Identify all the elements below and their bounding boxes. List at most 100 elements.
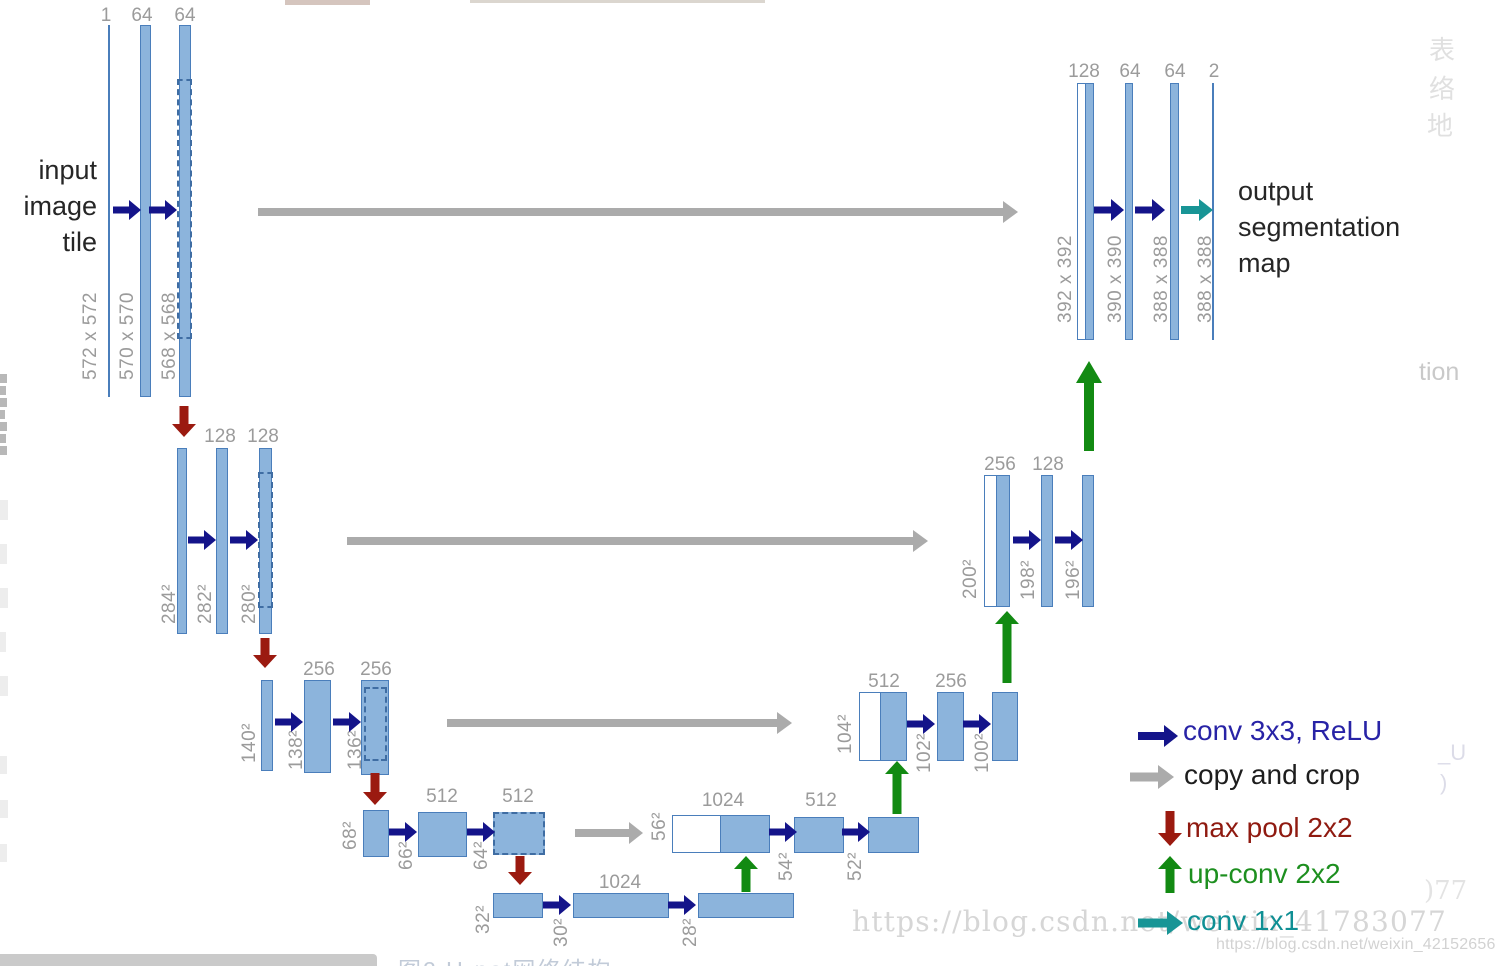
feature-map-box (418, 812, 467, 857)
conv-arrow (113, 200, 141, 220)
size-label: 280² (239, 584, 260, 625)
size-label: 200² (960, 559, 981, 600)
channel-label: 128 (204, 426, 236, 447)
conv-arrow (230, 530, 258, 550)
size-label: 284² (159, 584, 180, 625)
feature-map-bar (1170, 83, 1179, 340)
right-edge-char: 表 (1429, 35, 1456, 65)
output-map-bar (1212, 83, 1214, 340)
size-label: 390 x 390 (1105, 235, 1126, 323)
copy-and-crop-arrow (575, 823, 643, 842)
concat-feature-box (859, 692, 907, 761)
output-segmentation-map-label: output segmentation map (1238, 176, 1401, 278)
legend-conv1x1-arrow (1138, 911, 1183, 935)
feature-map-box (493, 893, 543, 918)
ghost-text: _U (1438, 740, 1467, 765)
channel-label: 1024 (598, 872, 642, 893)
conv-arrow (1013, 530, 1041, 550)
feature-map-bar (261, 680, 273, 771)
feature-map-box (937, 692, 964, 761)
right-edge-char: 地 (1427, 111, 1454, 141)
size-label: 140² (239, 723, 260, 764)
upconv-half (880, 692, 907, 761)
size-label: 66² (396, 841, 417, 870)
concat-feature-box (672, 815, 770, 853)
legend-label-conv1x1: conv 1x1 (1187, 905, 1300, 936)
watermark-small: https://blog.csdn.net/weixin_42152656 (1216, 936, 1496, 953)
conv-arrow (333, 712, 361, 732)
size-label: 570 x 570 (117, 292, 138, 380)
left-edge-artifact-faint (0, 500, 8, 862)
feature-map-bar (216, 448, 228, 634)
size-label: 388 x 388 (1151, 235, 1172, 323)
feature-map-box (794, 817, 844, 853)
channel-label: 64 (174, 5, 196, 26)
legend-label-upconv: up-conv 2x2 (1188, 858, 1341, 889)
size-label: 52² (845, 852, 866, 881)
size-label: 64² (471, 841, 492, 870)
legend-conv-arrow (1138, 725, 1178, 747)
concat-feature-bar (1077, 83, 1094, 340)
concat-feature-bar (984, 475, 1010, 607)
size-label: 32² (473, 905, 494, 934)
input-image-tile-label: input image tile (23, 155, 97, 257)
channel-label: 64 (131, 5, 153, 26)
upconv-half (996, 475, 1010, 607)
channel-label: 256 (303, 659, 335, 680)
size-label: 138² (286, 730, 307, 771)
left-edge-artifact (0, 374, 7, 455)
conv-arrow (963, 714, 991, 734)
copy-and-crop-arrow (347, 531, 928, 550)
ghost-text: )77 (1424, 876, 1468, 906)
up-conv-arrow (734, 856, 758, 892)
size-label: 198² (1018, 560, 1039, 601)
size-label: 572 x 572 (80, 292, 101, 380)
legend-upconv-arrow (1157, 856, 1183, 893)
conv-arrow (1094, 199, 1124, 221)
conv-arrow (1135, 199, 1165, 221)
channel-label: 1 (100, 5, 112, 26)
max-pool-arrow (364, 773, 386, 805)
size-label: 100² (972, 733, 993, 774)
figure-caption: 图2 U-net网络结构 (398, 951, 612, 966)
conv-arrow (188, 530, 216, 550)
channel-label: 512 (426, 786, 458, 807)
up-conv-arrow (885, 761, 909, 814)
conv-arrow (668, 895, 696, 915)
feature-map-box (363, 810, 389, 857)
size-label: 196² (1063, 560, 1084, 601)
channel-label: 256 (360, 659, 392, 680)
size-label: 392 x 392 (1055, 235, 1076, 323)
channel-label: 512 (868, 671, 900, 692)
max-pool-arrow (508, 856, 532, 885)
top-edge-artifact (285, 0, 370, 5)
channel-label: 64 (1119, 61, 1141, 82)
size-label: 568 x 568 (159, 292, 180, 380)
conv-1x1-arrow (1181, 199, 1213, 221)
size-label: 28² (680, 918, 701, 947)
channel-label: 128 (247, 426, 279, 447)
feature-map-bar (304, 680, 331, 773)
crop-region-outline (258, 472, 273, 608)
channel-label: 128 (1032, 454, 1064, 475)
crop-region-outline (364, 687, 387, 761)
max-pool-arrow (173, 406, 195, 437)
legend-maxpool-arrow (1157, 811, 1183, 846)
conv-arrow (907, 714, 935, 734)
up-conv-arrow (995, 611, 1019, 683)
crop-region-box (493, 812, 545, 855)
legend-label-conv3x3: conv 3x3, ReLU (1183, 715, 1383, 746)
input-image-bar (108, 25, 110, 397)
upconv-half (720, 815, 770, 853)
channel-label: 128 (1068, 61, 1100, 82)
size-label: 56² (649, 812, 670, 841)
legend-label-copy-crop: copy and crop (1184, 759, 1360, 790)
conv-arrow (389, 822, 417, 842)
right-edge-char: 络 (1429, 74, 1456, 104)
right-edge-word: tion (1419, 358, 1460, 386)
size-label: 68² (340, 821, 361, 850)
size-label: 388 x 388 (1195, 235, 1216, 323)
conv-arrow (467, 822, 495, 842)
feature-map-box (868, 817, 919, 853)
